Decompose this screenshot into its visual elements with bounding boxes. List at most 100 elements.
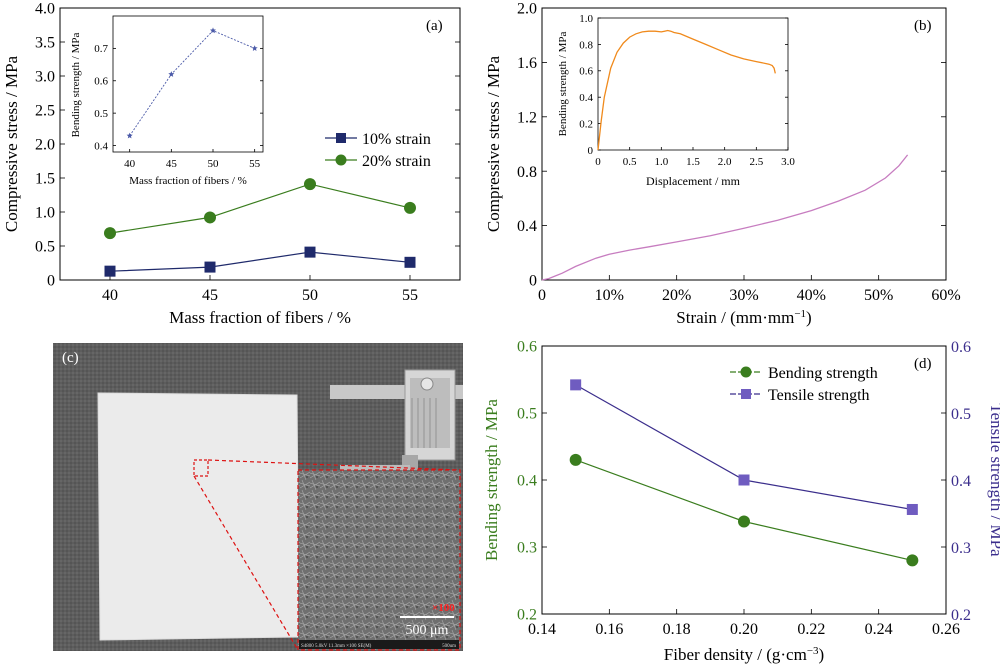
y-tick-label: 3.5 xyxy=(35,35,55,52)
x-tick-label: 50 xyxy=(302,287,318,304)
y-tick-label: 0.5 xyxy=(35,239,55,256)
x-tick-label: 60% xyxy=(931,287,960,304)
x-tick-label: 30% xyxy=(729,287,758,304)
series-line-2 xyxy=(109,183,411,234)
x-tick-label: 2.5 xyxy=(749,156,763,168)
caliper-image xyxy=(330,369,463,473)
data-point-square xyxy=(304,246,316,258)
panel-a-inset-y-label: Bending strength / MPa xyxy=(70,32,82,137)
data-point-circle xyxy=(204,211,216,224)
data-point-square xyxy=(404,256,416,268)
y-tick-label: 0.4 xyxy=(579,92,593,104)
y-tick-label: 0.3 xyxy=(517,540,537,557)
panel-d-x-axis-label: Fiber density / (g·cm−3) xyxy=(664,645,824,664)
panel-a-compressive-stress-chart: (a) 0 0.5 1.0 1.5 2.0 2.5 3.0 3.5 4.0 40 45 50 55 C… xyxy=(2,1,461,327)
zoom-region-marker xyxy=(193,459,209,477)
data-point-star xyxy=(251,45,258,51)
y-tick-label: 0.4 xyxy=(517,218,537,235)
data-point-square xyxy=(570,379,582,391)
panel-b-label: (b) xyxy=(914,18,932,34)
x-tick-label: 45 xyxy=(166,158,178,170)
y-tick-label: 1.0 xyxy=(579,13,593,25)
x-tick-label: 0.18 xyxy=(663,621,691,638)
panel-a-x-axis-label: Mass fraction of fibers / % xyxy=(169,308,351,327)
x-tick-label: 0.24 xyxy=(865,621,893,638)
y-tick-label: 0 xyxy=(588,145,594,157)
y-tick-label: 2.5 xyxy=(35,103,55,120)
legend-circle-marker xyxy=(740,366,752,378)
panel-a-inset-x-label: Mass fraction of fibers / % xyxy=(129,175,247,187)
y-tick-label: 0.4 xyxy=(94,140,108,152)
legend-entry-tensile-strength: Tensile strength xyxy=(768,387,870,404)
x-tick-label: 40% xyxy=(797,287,826,304)
x-tick-label: 0.16 xyxy=(595,621,623,638)
y-tick-label: 0 xyxy=(47,273,55,290)
x-tick-label: 55 xyxy=(249,158,261,170)
y-tick-label: 0.8 xyxy=(517,164,537,181)
data-point-square xyxy=(204,261,216,273)
data-point-square xyxy=(738,474,750,486)
panel-d-label: (d) xyxy=(914,356,932,372)
y-tick-label: 2.0 xyxy=(35,137,55,154)
y-tick-label: 0.6 xyxy=(94,76,108,88)
legend-entry-10-strain: 10% strain xyxy=(362,131,431,148)
panel-a-y-axis-label: Compressive stress / MPa xyxy=(2,55,21,232)
y-tick-label: 0.4 xyxy=(517,473,537,490)
x-tick-label: 50% xyxy=(864,287,893,304)
x-tick-label: 40 xyxy=(102,287,118,304)
x-tick-label: 1.0 xyxy=(654,156,668,168)
sem-micrograph-inset: S4800 5.0kV 11.3mm ×100 SE(M) 500um ×100… xyxy=(297,469,461,651)
x-tick-label: 40 xyxy=(124,158,136,170)
panel-b-compressive-stress-strain-chart: (b) 0 0.4 0.8 1.2 1.6 2.0 0 10% 20% 30% 40% 50% 60%… xyxy=(484,1,961,327)
x-tick-label: 0 xyxy=(538,287,546,304)
panel-b-inset-chart: 0 0.2 0.4 0.6 0.8 1.0 0 0.5 1.0 1.5 2.0 2.5 3.0 Ben… xyxy=(557,13,795,188)
x-tick-label: 1.5 xyxy=(686,156,700,168)
panel-b-x-axis-label: Strain / (mm·mm−1) xyxy=(676,308,811,327)
data-point-star xyxy=(168,71,175,77)
x-tick-label: 0.22 xyxy=(797,621,825,638)
bending-displacement-curve xyxy=(597,29,776,151)
panel-a-inset-frame xyxy=(112,15,264,153)
y-tick-label: 0.7 xyxy=(94,43,108,55)
panel-a-label: (a) xyxy=(426,18,443,34)
data-point-circle xyxy=(304,178,316,191)
x-tick-label: 3.0 xyxy=(781,156,795,168)
sem-magnification: ×100 xyxy=(432,602,455,614)
panel-b-y-axis-label: Compressive stress / MPa xyxy=(484,55,503,232)
panel-d-legend: Bending strength Tensile strength xyxy=(730,365,878,404)
legend-entry-bending-strength: Bending strength xyxy=(768,365,878,382)
y-tick-label: 4.0 xyxy=(35,1,55,18)
y-tick-label: 3.0 xyxy=(35,69,55,86)
scale-bar-label: 500 μm xyxy=(406,623,449,638)
y-tick-label: 0.6 xyxy=(579,66,593,78)
panel-c-sample-photo: S4800 5.0kV 11.3mm ×100 SE(M) 500um ×100… xyxy=(53,343,463,651)
right-y-tick-label: 0.3 xyxy=(951,540,971,557)
y-tick-label: 1.2 xyxy=(517,109,537,126)
data-point-circle xyxy=(738,515,750,528)
legend-square-marker xyxy=(336,133,346,143)
x-tick-label: 2.0 xyxy=(718,156,732,168)
x-tick-label: 0.26 xyxy=(932,621,960,638)
right-y-tick-label: 0.2 xyxy=(951,607,971,624)
y-tick-label: 0.2 xyxy=(579,118,593,130)
x-tick-label: 0 xyxy=(595,156,601,168)
panel-b-inset-frame xyxy=(597,17,789,151)
panel-b-inset-y-label: Bending strength / MPa xyxy=(557,31,569,136)
foam-sample-block xyxy=(97,392,300,641)
data-point-square xyxy=(906,503,918,515)
sem-footer-text: S4800 5.0kV 11.3mm ×100 SE(M) xyxy=(301,644,372,649)
legend-circle-marker xyxy=(335,154,347,166)
right-y-tick-label: 0.6 xyxy=(951,339,971,356)
x-tick-label: 45 xyxy=(202,287,218,304)
series-line-1 xyxy=(109,251,411,272)
right-y-tick-label: 0.4 xyxy=(951,473,971,490)
x-tick-label: 0.14 xyxy=(528,621,556,638)
panel-d-strength-vs-density-chart: (d) 0.2 0.3 0.4 0.5 0.6 0.2 0.3 0.4 0.5 0.6 0.14… xyxy=(482,339,1000,664)
legend-entry-20-strain: 20% strain xyxy=(362,153,431,170)
x-tick-label: 50 xyxy=(208,158,220,170)
y-tick-label: 1.0 xyxy=(35,205,55,222)
panel-c-label: (c) xyxy=(62,350,79,366)
legend-square-marker xyxy=(741,389,751,399)
y-tick-label: 2.0 xyxy=(517,1,537,18)
